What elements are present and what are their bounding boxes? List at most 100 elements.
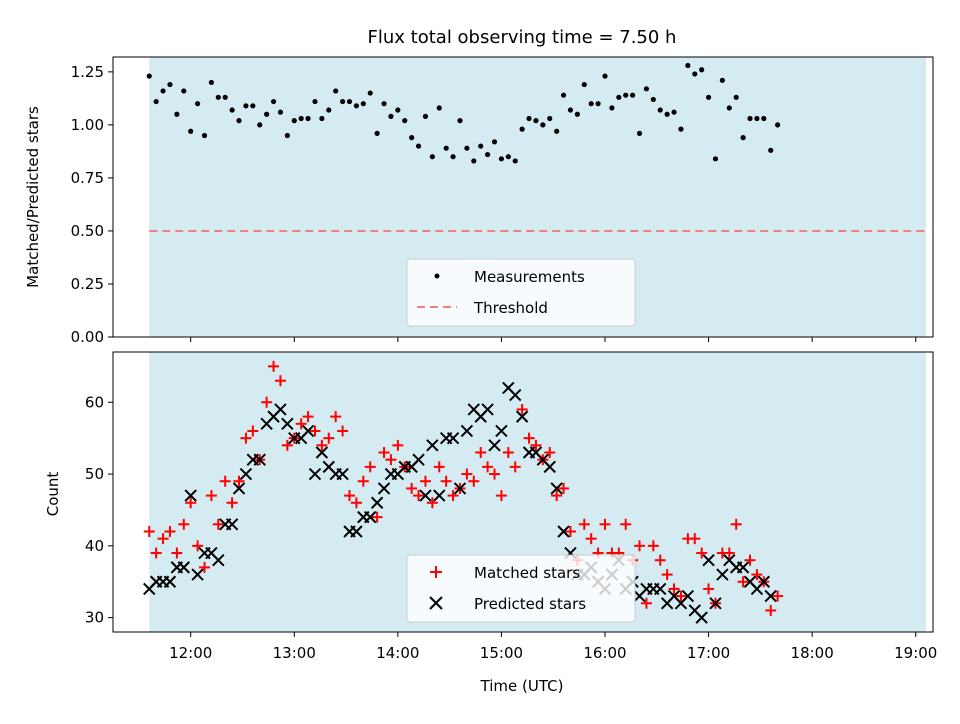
bottom-x-tick-label: 17:00: [687, 644, 730, 662]
matched-star-point: [426, 497, 438, 509]
matched-star-point: [654, 554, 666, 566]
legend-predicted-marker: [429, 596, 443, 610]
measurement-points: [146, 62, 781, 164]
top-legend-box: [406, 258, 636, 327]
measurement-point: [491, 139, 498, 145]
predicted-star-point: [557, 525, 570, 538]
matched-star-point: [447, 490, 459, 502]
top-y-tick-label: 0.50: [71, 222, 104, 240]
measurement-point: [775, 122, 781, 128]
measurement-point: [443, 145, 449, 151]
matched-star-point: [564, 525, 576, 537]
measurement-point: [526, 115, 532, 122]
measurement-point: [747, 115, 753, 122]
matched-star-point: [585, 533, 597, 545]
measurement-point: [194, 101, 201, 107]
measurement-point: [457, 118, 463, 124]
predicted-star-point: [232, 482, 246, 495]
measurement-point: [450, 154, 456, 160]
measurement-point: [623, 92, 629, 98]
predicted-star-point: [515, 410, 529, 423]
measurement-point: [574, 111, 580, 117]
measurement-point: [270, 98, 277, 105]
matched-star-point: [551, 490, 563, 502]
measurement-point: [699, 67, 705, 73]
bottom-y-tick-label: 50: [85, 465, 104, 483]
measurement-point: [360, 101, 366, 107]
matched-star-point: [475, 447, 487, 459]
matched-star-point: [198, 561, 210, 573]
measurement-point: [768, 147, 774, 153]
bottom-y-tick-label: 40: [85, 537, 104, 555]
matched-star-point: [578, 518, 590, 530]
matched-star-point: [178, 518, 190, 530]
predicted-star-point: [212, 553, 225, 567]
matched-star-point: [523, 432, 535, 444]
measurement-point: [346, 98, 353, 105]
measurement-point: [353, 103, 360, 109]
measurement-point: [146, 73, 152, 79]
top-x-ticks: [190, 337, 917, 342]
predicted-star-point: [757, 575, 771, 588]
measurement-point: [726, 105, 732, 111]
measurement-point: [340, 98, 346, 105]
predicted-star-point: [446, 431, 460, 445]
predicted-star-point: [695, 611, 708, 624]
matched-star-point: [392, 439, 404, 451]
measurement-point: [436, 105, 442, 111]
bottom-x-tick-label: 16:00: [583, 644, 626, 662]
measurement-point: [222, 94, 228, 100]
measurement-point: [215, 94, 221, 100]
predicted-star-point: [488, 439, 501, 452]
predicted-star-point: [764, 589, 777, 603]
measurement-point: [153, 98, 159, 105]
measurement-point: [733, 94, 739, 100]
predicted-star-point: [377, 482, 391, 495]
measurement-point: [554, 128, 560, 134]
bottom-y-ticks: 30 40 50 60: [85, 393, 113, 627]
matched-star-point: [765, 604, 777, 616]
bottom-y-tick-label: 30: [85, 609, 104, 627]
legend-matched-marker: [430, 566, 442, 578]
matched-star-point: [737, 576, 749, 588]
matched-star-point: [219, 475, 231, 487]
bottom-x-tick-label: 15:00: [480, 644, 523, 662]
measurement-point: [761, 115, 767, 122]
matched-star-point: [558, 482, 570, 494]
matched-star-point: [150, 547, 162, 559]
predicted-star-point: [191, 568, 204, 581]
matched-star-point: [723, 547, 735, 559]
measurement-point: [429, 154, 435, 160]
legend-predicted-label: Predicted stars: [474, 595, 586, 613]
measurement-point: [588, 101, 594, 107]
predicted-star-point: [253, 453, 266, 466]
measurement-point: [581, 81, 587, 88]
matched-star-point: [751, 569, 763, 581]
matched-star-point: [689, 533, 701, 545]
predicted-star-point: [495, 424, 508, 438]
measurement-point: [650, 96, 656, 103]
measurement-point: [512, 158, 518, 164]
matched-star-point: [364, 461, 376, 473]
matched-star-point: [247, 425, 259, 437]
predicted-star-point: [509, 388, 522, 402]
matched-star-point: [509, 461, 521, 473]
measurement-point: [367, 90, 373, 96]
matched-star-point: [744, 554, 756, 566]
measurement-point: [201, 132, 208, 139]
matched-star-point: [205, 490, 217, 502]
measurement-point: [415, 143, 422, 149]
matched-star-point: [544, 447, 556, 459]
bottom-x-tick-label: 18:00: [791, 644, 834, 662]
chart-title: Flux total observing time = 7.50 h: [368, 27, 677, 48]
measurement-point: [616, 94, 622, 100]
matched-star-point: [268, 360, 280, 372]
measurement-point: [291, 118, 297, 124]
measurement-point: [305, 115, 311, 122]
top-panel: 0.00 0.25 0.50 0.75 1.00 1.25 Flux total obse…: [24, 27, 934, 346]
measurement-point: [395, 107, 401, 113]
predicted-star-point: [453, 482, 467, 495]
measurement-point: [485, 151, 491, 158]
matched-star-point: [344, 490, 356, 502]
